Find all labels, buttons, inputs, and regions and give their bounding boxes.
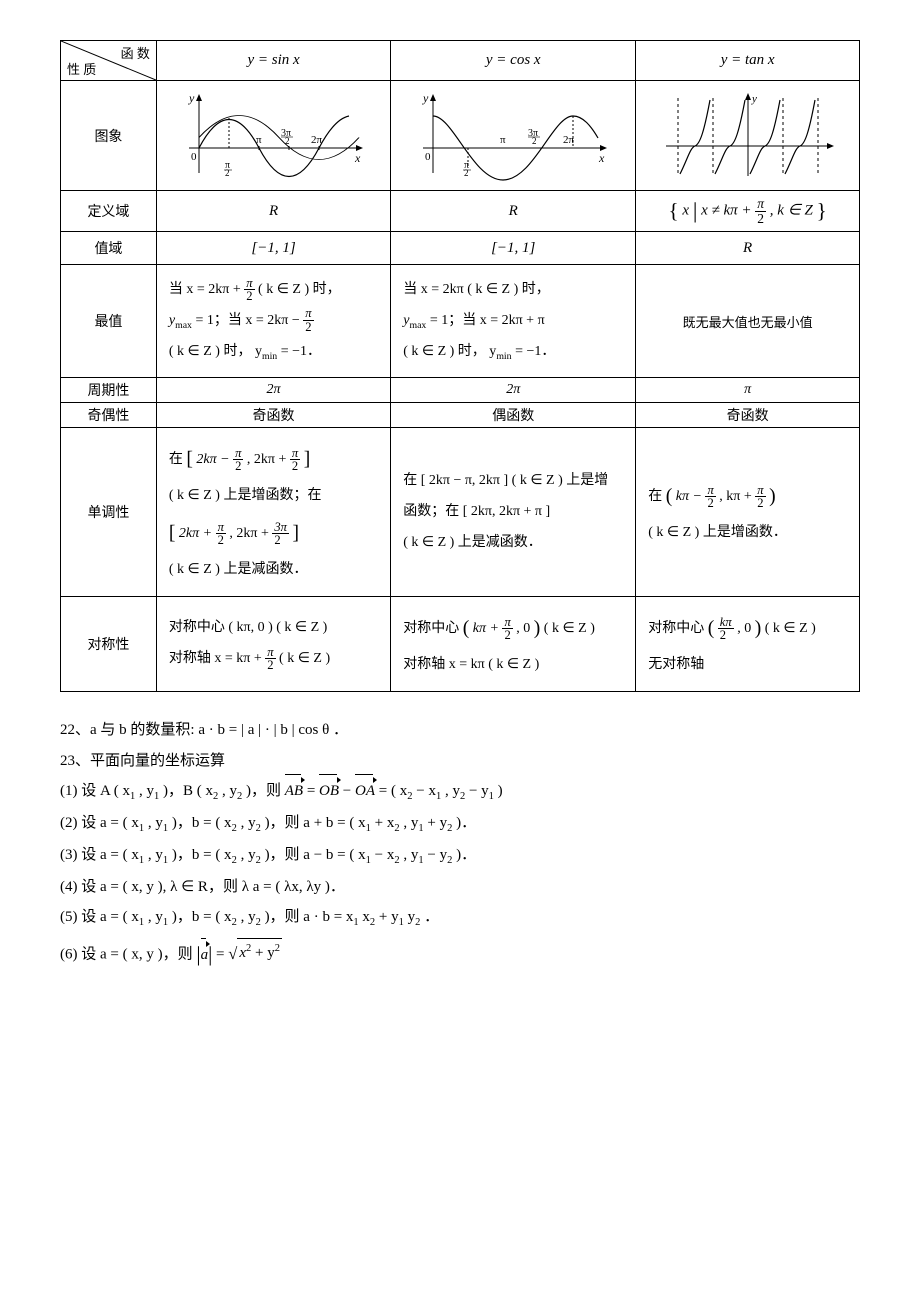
notes-section: 22、a 与 b 的数量积: a · b = | a | · | b | cos…: [60, 716, 860, 975]
note-23-4: (4) 设 a = ( x, y ), λ ∈ R，则 λ a = ( λx, …: [60, 873, 860, 902]
domain-cos: R: [391, 191, 636, 232]
symm-tan: 对称中心 ( kπ2 , 0 ) ( k ∈ Z ) 无对称轴: [636, 597, 860, 692]
mono-cos: 在 [ 2kπ − π, 2kπ ] ( k ∈ Z ) 上是增 函数；在 [ …: [391, 428, 636, 597]
range-sin: [−1, 1]: [156, 232, 390, 265]
row-graph-label: 图象: [61, 81, 157, 191]
range-cos: [−1, 1]: [391, 232, 636, 265]
diag-bot: 性 质: [67, 59, 96, 78]
period-sin: 2π: [156, 378, 390, 403]
note-22: 22、a 与 b 的数量积: a · b = | a | · | b | cos…: [60, 716, 860, 745]
domain-tan-var: x: [682, 202, 689, 218]
svg-text:2: 2: [225, 168, 230, 178]
period-cos: 2π: [391, 378, 636, 403]
vec-oa: OA: [355, 777, 375, 806]
svg-text:2: 2: [464, 168, 469, 178]
symm-cos: 对称中心 ( kπ + π2 , 0 ) ( k ∈ Z ) 对称轴 x = k…: [391, 597, 636, 692]
domain-tan-suf: , k ∈ Z: [770, 202, 813, 218]
mono-tan: 在 ( kπ − π2 , kπ + π2 ) ( k ∈ Z ) 上是增函数．: [636, 428, 860, 597]
svg-text:π: π: [256, 134, 262, 146]
vec-ab: AB: [285, 777, 303, 806]
svg-text:π: π: [500, 134, 506, 146]
note-23: 23、平面向量的坐标运算: [60, 747, 860, 776]
svg-text:0: 0: [425, 151, 431, 163]
svg-text:0: 0: [191, 151, 197, 163]
row-symm-label: 对称性: [61, 597, 157, 692]
row-period-label: 周期性: [61, 378, 157, 403]
note-23-2: (2) 设 a = ( x1 , y1 )，b = ( x2 , y2 )，则 …: [60, 809, 860, 839]
svg-text:y: y: [422, 91, 429, 105]
row-extrema-label: 最值: [61, 265, 157, 378]
parity-tan: 奇函数: [636, 403, 860, 428]
col-tan: y = tan x: [636, 41, 860, 81]
row-range-label: 值域: [61, 232, 157, 265]
svg-text:y: y: [188, 91, 195, 105]
period-tan: π: [636, 378, 860, 403]
note-23-3: (3) 设 a = ( x1 , y1 )，b = ( x2 , y2 )，则 …: [60, 841, 860, 871]
extrema-sin: 当 x = 2kπ + π2 ( k ∈ Z ) 时， ymax = 1；当 x…: [156, 265, 390, 378]
trig-properties-table: 函 数 性 质 y = sin x y = cos x y = tan x 图象…: [60, 40, 860, 692]
vec-a: a: [201, 941, 209, 970]
svg-text:2π: 2π: [311, 134, 323, 146]
col-cos: y = cos x: [391, 41, 636, 81]
note-23-1: (1) 设 A ( x1 , y1 )，B ( x2 , y2 )，则 AB =…: [60, 777, 860, 807]
sin-graph: y x 0 π2 π 3π2 2π: [156, 81, 390, 191]
range-tan: R: [636, 232, 860, 265]
row-mono-label: 单调性: [61, 428, 157, 597]
extrema-tan: 既无最大值也无最小值: [636, 265, 860, 378]
col-sin: y = sin x: [156, 41, 390, 81]
tan-graph: y: [636, 81, 860, 191]
row-parity-label: 奇偶性: [61, 403, 157, 428]
diag-top: 函 数: [121, 43, 150, 62]
svg-text:2: 2: [285, 136, 290, 146]
svg-text:y: y: [751, 93, 757, 105]
header-diagonal: 函 数 性 质: [61, 41, 157, 81]
svg-text:x: x: [354, 151, 361, 165]
note-23-6: (6) 设 a = ( x, y )，则 |a| = √ x2 + y2: [60, 935, 860, 975]
domain-tan-mid: x ≠ kπ +: [701, 202, 751, 218]
cos-graph: y x 0 π2 π 3π2 2π: [391, 81, 636, 191]
symm-sin: 对称中心 ( kπ, 0 ) ( k ∈ Z ) 对称轴 x = kπ + π2…: [156, 597, 390, 692]
parity-cos: 偶函数: [391, 403, 636, 428]
vec-ob: OB: [319, 777, 339, 806]
svg-text:2π: 2π: [563, 134, 575, 146]
row-domain-label: 定义域: [61, 191, 157, 232]
domain-sin: R: [156, 191, 390, 232]
svg-text:x: x: [598, 151, 605, 165]
extrema-cos: 当 x = 2kπ ( k ∈ Z ) 时， ymax = 1；当 x = 2k…: [391, 265, 636, 378]
svg-text:2: 2: [532, 136, 537, 146]
parity-sin: 奇函数: [156, 403, 390, 428]
note-23-5: (5) 设 a = ( x1 , y1 )，b = ( x2 , y2 )，则 …: [60, 903, 860, 933]
mono-sin: 在 [ 2kπ − π2 , 2kπ + π2 ] ( k ∈ Z ) 上是增函…: [156, 428, 390, 597]
domain-tan: { x | x ≠ kπ + π2 , k ∈ Z }: [636, 191, 860, 232]
